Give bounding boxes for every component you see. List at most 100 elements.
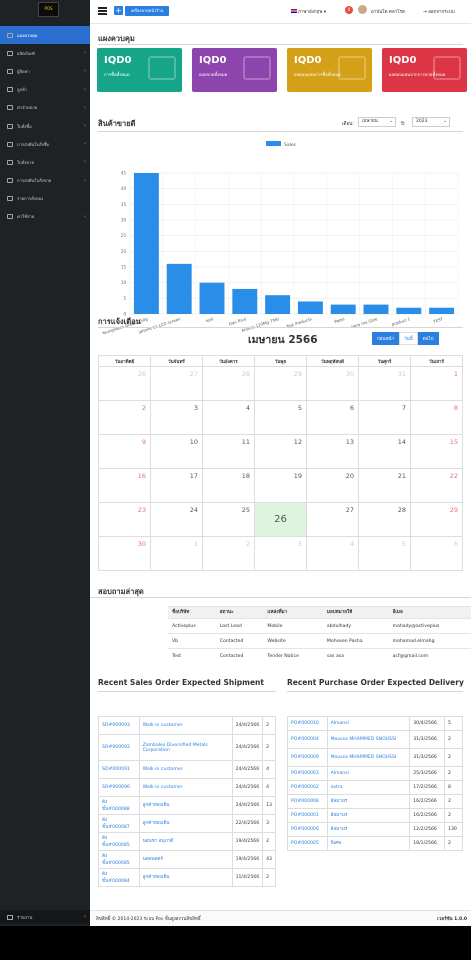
user-name[interactable]: อาบันโด คลาโรส [371,10,405,15]
calendar-day-cell[interactable]: 21 [358,468,411,503]
calendar-day-cell[interactable]: 3 [150,400,203,435]
table-cell[interactable]: Almansi [326,716,411,731]
logout-button[interactable]: ⇥ ออกจากระบบ [423,8,455,15]
sidebar-item-6[interactable]: การส่งคืนใบสั่งซื้อ ‹ [0,135,90,153]
calendar-day-cell[interactable]: 29 [254,366,307,401]
table-cell[interactable]: Almansi [326,766,411,781]
calendar-day-cell[interactable]: 4 [306,536,359,571]
sidebar-item-10[interactable]: ค่าใช้จ่าย ‹ [0,208,90,226]
calendar-day-cell[interactable]: 1 [150,536,203,571]
calendar-day-cell[interactable]: 24 [150,502,203,537]
calendar-day-cell[interactable]: 2 [202,536,255,571]
calendar-day-cell[interactable]: 14 [358,434,411,469]
year-select[interactable]: 2023 ⌄ [412,117,450,127]
table-cell[interactable]: อัลมานร [326,808,411,823]
table-cell[interactable]: Walk-in customer [138,778,233,797]
order-link[interactable]: PO#000001 [287,808,328,823]
calendar-day-cell[interactable]: 10 [150,434,203,469]
calendar-day-cell[interactable]: 2 [98,400,151,435]
table-cell[interactable]: Zambales Diversified Metals Corporation [138,734,233,761]
table-cell[interactable]: ลูกค้าท่องเดิน [138,868,233,887]
sidebar-item-3[interactable]: ลูกค้า ‹ [0,81,90,99]
calendar-day-cell[interactable]: 7 [358,400,411,435]
sidebar-item-8[interactable]: การส่งคืนใบสั่งขาย ‹ [0,172,90,190]
table-cell[interactable]: นคลพลตร์ [138,850,233,869]
avatar[interactable] [358,5,367,14]
calendar-day-cell[interactable]: 31 [358,366,411,401]
calendar-day-cell[interactable]: 16 [98,468,151,503]
sidebar-item-reports[interactable]: รายงาน ‹ [0,910,90,924]
sidebar-item-4[interactable]: ค่าจำหน่าย ‹ [0,99,90,117]
order-link[interactable]: PO#000003 [287,766,328,781]
calendar-day-cell[interactable]: 28 [358,502,411,537]
order-link[interactable]: ดัง ขั้น#000085 [98,832,140,851]
table-cell[interactable]: พิเศษ [326,836,411,851]
order-link[interactable]: SO#000090 [98,778,140,797]
order-link[interactable]: SO#000092 [98,734,140,761]
sidebar-item-2[interactable]: ผู้จัดหา ‹ [0,62,90,80]
calendar-day-cell[interactable]: 30 [98,536,151,571]
table-cell[interactable]: อัลมานร [326,794,411,809]
calendar-day-cell[interactable]: 12 [254,434,307,469]
calendar-day-cell[interactable]: 28 [202,366,255,401]
add-button[interactable]: + [114,6,123,15]
order-link[interactable]: PO#000005 [287,836,328,851]
calendar-day-cell[interactable]: 18 [202,468,255,503]
order-link[interactable]: PO#000006 [287,822,328,837]
table-row[interactable]: Test Contacted Tender Notice sas asa acf@gma… [168,648,471,664]
calendar-day-cell[interactable]: 13 [306,434,359,469]
table-cell[interactable]: Walk-in customer [138,760,233,779]
calendar-day-cell[interactable]: 20 [306,468,359,503]
prev-month-button[interactable]: ก่อนหน้า [372,332,400,345]
order-link[interactable]: ดัง ขั้น#000085 [98,850,140,869]
table-cell[interactable]: Moussa MHAMMED SNOUSSI [326,730,411,749]
calendar-day-cell[interactable]: 5 [358,536,411,571]
calendar-day-cell[interactable]: 27 [150,366,203,401]
calendar-day-cell[interactable]: 5 [254,400,307,435]
table-row[interactable]: Activeplus Lost Lead Mobile abdulhady mahady… [168,618,471,634]
order-link[interactable]: PO#000009 [287,748,328,767]
calendar-day-cell[interactable]: 23 [98,502,151,537]
calendar-day-cell[interactable]: 6 [410,536,463,571]
calendar-day-cell[interactable]: 15 [410,434,463,469]
table-cell[interactable]: extra [326,780,411,795]
calendar-day-cell[interactable]: 9 [98,434,151,469]
order-link[interactable]: PO#000010 [287,716,328,731]
calendar-day-cell[interactable]: 26 [98,366,151,401]
sidebar-item-9[interactable]: รายการสั่งของ [0,190,90,208]
order-link[interactable]: SO#000093 [98,716,140,735]
order-link[interactable]: ดัง ขั้น#000087 [98,814,140,833]
language-select[interactable]: ภาษาอังกฤษ ▾ [291,8,326,15]
calendar-day-cell[interactable]: 27 [306,502,359,537]
calendar-day-cell[interactable]: 30 [306,366,359,401]
table-cell[interactable]: Walk-in customer [138,716,233,735]
calendar-day-cell[interactable]: 19 [254,468,307,503]
table-cell[interactable]: Moussa MHAMMED SNOUSSI [326,748,411,767]
next-month-button[interactable]: ต่อไป [417,332,439,345]
calendar-day-cell[interactable]: 8 [410,400,463,435]
calendar-day-cell[interactable]: 3 [254,536,307,571]
calendar-day-cell[interactable]: 25 [202,502,255,537]
calendar-day-cell[interactable]: 29 [410,502,463,537]
order-link[interactable]: PO#000008 [287,794,328,809]
order-link[interactable]: ดัง ขั้น#000084 [98,868,140,887]
calendar-today-cell[interactable]: 26 [254,502,307,537]
calendar-day-cell[interactable]: 11 [202,434,255,469]
sidebar-item-0[interactable]: แผงควบคุม [0,26,90,45]
month-select[interactable]: เมษายน ⌄ [358,117,396,127]
order-link[interactable]: ดัง ขั้น#000088 [98,796,140,815]
calendar-day-cell[interactable]: 1 [410,366,463,401]
calendar-day-cell[interactable]: 6 [306,400,359,435]
today-button[interactable]: วันนี้ [399,332,418,345]
sidebar-item-5[interactable]: ใบสั่งซื้อ ‹ [0,117,90,135]
order-link[interactable]: SO#000091 [98,760,140,779]
calendar-day-cell[interactable]: 4 [202,400,255,435]
notification-badge[interactable]: 0 [345,6,353,14]
calendar-day-cell[interactable]: 17 [150,468,203,503]
table-cell[interactable]: ลูกค้าท่องเดิน [138,796,233,815]
app-logo[interactable]: POS [38,2,59,17]
sidebar-item-1[interactable]: ผลิตภัณฑ์ ‹ [0,44,90,62]
table-row[interactable]: Vb Contacted Website Mohseen Pasha mohamad.e… [168,633,471,649]
sidebar-item-7[interactable]: ใบสั่งขาย ‹ [0,153,90,171]
order-link[interactable]: PO#000004 [287,730,328,749]
